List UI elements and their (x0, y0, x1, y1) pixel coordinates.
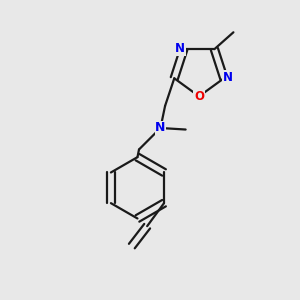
Text: N: N (175, 42, 185, 55)
Text: N: N (155, 122, 166, 134)
Text: N: N (223, 71, 232, 84)
Text: O: O (194, 90, 204, 104)
